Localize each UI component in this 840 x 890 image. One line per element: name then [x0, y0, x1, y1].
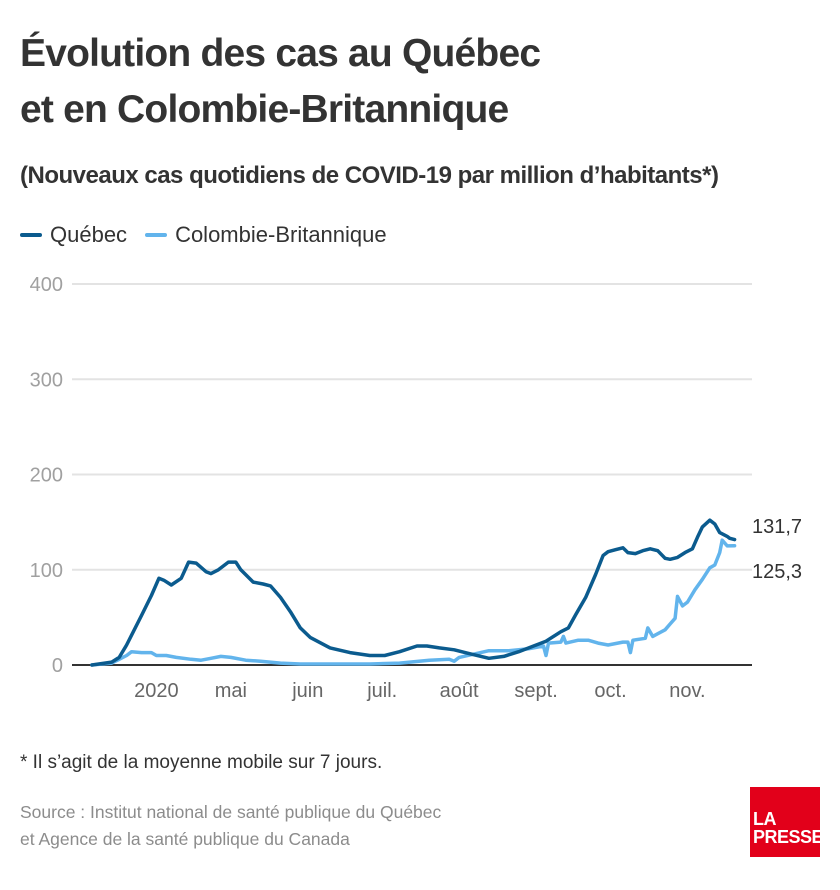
- y-tick-label: 400: [30, 274, 63, 296]
- x-tick-label: sept.: [514, 680, 557, 702]
- x-tick-label: mai: [215, 680, 247, 702]
- source: Source : Institut national de santé publ…: [20, 799, 441, 853]
- y-tick-label: 0: [52, 655, 63, 677]
- logo-line-1: LA: [753, 809, 777, 829]
- x-tick-label: août: [440, 680, 479, 702]
- legend-item-quebec: Québec: [20, 222, 127, 248]
- y-tick-label: 100: [30, 560, 63, 582]
- title-line-1: Évolution des cas au Québec: [20, 32, 541, 75]
- x-axis-ticks: 2020 mai juin juil. août sept. oct. nov.: [134, 680, 706, 702]
- legend-item-colombie-britannique: Colombie-Britannique: [145, 222, 387, 248]
- legend-swatch-quebec: [20, 233, 42, 237]
- source-line-1: Source : Institut national de santé publ…: [20, 802, 442, 822]
- source-line-2: et Agence de la santé publique du Canada: [20, 829, 350, 849]
- x-tick-label: 2020: [134, 680, 179, 702]
- legend-swatch-colombie-britannique: [145, 233, 168, 237]
- legend: Québec Colombie-Britannique: [20, 222, 405, 248]
- x-tick-label: nov.: [669, 680, 705, 702]
- legend-label-colombie-britannique: Colombie-Britannique: [175, 222, 387, 247]
- series-lines: [90, 518, 737, 667]
- logo-line-2: PRESSE: [753, 827, 824, 847]
- title-line-2: et en Colombie-Britannique: [20, 88, 509, 131]
- chart-subtitle: (Nouveaux cas quotidiens de COVID-19 par…: [20, 162, 719, 189]
- series-line-quebec: [90, 518, 737, 667]
- legend-label-quebec: Québec: [50, 222, 128, 247]
- gridlines: [72, 283, 752, 571]
- series-line-colombie-britannique: [90, 538, 737, 667]
- la-presse-logo: LA PRESSE: [750, 787, 824, 857]
- x-tick-label: juil.: [366, 680, 397, 702]
- y-tick-label: 200: [30, 465, 63, 487]
- x-tick-label: oct.: [594, 680, 626, 702]
- chart-title: Évolution des cas au Québec et en Colomb…: [20, 26, 541, 138]
- footnote: * Il s’agit de la moyenne mobile sur 7 j…: [20, 752, 383, 773]
- end-label-quebec: 131,7: [752, 516, 802, 538]
- y-tick-label: 300: [30, 369, 63, 391]
- line-chart: 0 100 200 300 400 2020 mai juin juil. août sept. o…: [30, 274, 802, 702]
- y-axis-ticks: 0 100 200 300 400: [30, 274, 63, 677]
- end-label-colombie-britannique: 125,3: [752, 561, 802, 583]
- x-tick-label: juin: [291, 680, 323, 702]
- end-labels: 131,7 125,3: [752, 516, 802, 583]
